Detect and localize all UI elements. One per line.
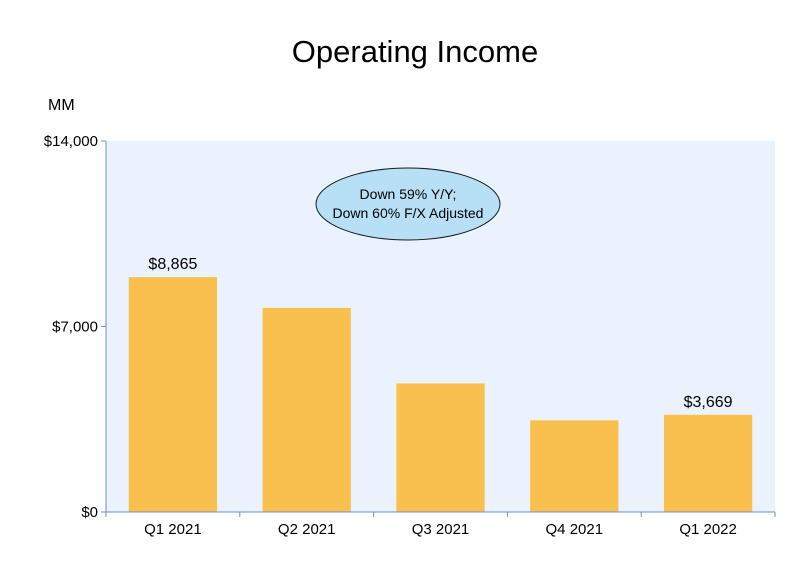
- y-tick-label: $14,000: [44, 133, 98, 150]
- data-labels-group: $8,865 $3,669: [148, 256, 732, 411]
- y-unit-label: MM: [48, 97, 75, 114]
- bar-q2-2021: [262, 307, 351, 512]
- chart-title: Operating Income: [292, 34, 538, 69]
- annotation-ellipse: [315, 167, 501, 241]
- annotation-line-2: Down 60% F/X Adjusted: [333, 205, 484, 221]
- annotation-callout: Down 59% Y/Y; Down 60% F/X Adjusted: [315, 167, 501, 241]
- x-tick-label: Q3 2021: [412, 521, 470, 538]
- bar-q3-2021: [396, 383, 485, 512]
- x-tick-label: Q2 2021: [278, 521, 336, 538]
- data-label: $3,669: [684, 394, 733, 411]
- bar-q1-2022: [663, 414, 753, 512]
- bar-q4-2021: [530, 420, 619, 512]
- axes-group: Q1 2021 Q2 2021 Q3 2021 Q4 2021 Q1 2022 $0 $7,…: [44, 133, 776, 538]
- x-tick-label: Q1 2021: [144, 521, 202, 538]
- annotation-line-1: Down 59% Y/Y;: [360, 186, 457, 202]
- bar-q1-2021: [128, 277, 218, 512]
- y-tick-label: $7,000: [52, 319, 98, 336]
- x-tick-label: Q1 2022: [679, 521, 737, 538]
- data-label: $8,865: [148, 256, 197, 273]
- bars-group: [128, 277, 753, 512]
- y-tick-label: $0: [81, 504, 98, 521]
- x-tick-label: Q4 2021: [546, 521, 604, 538]
